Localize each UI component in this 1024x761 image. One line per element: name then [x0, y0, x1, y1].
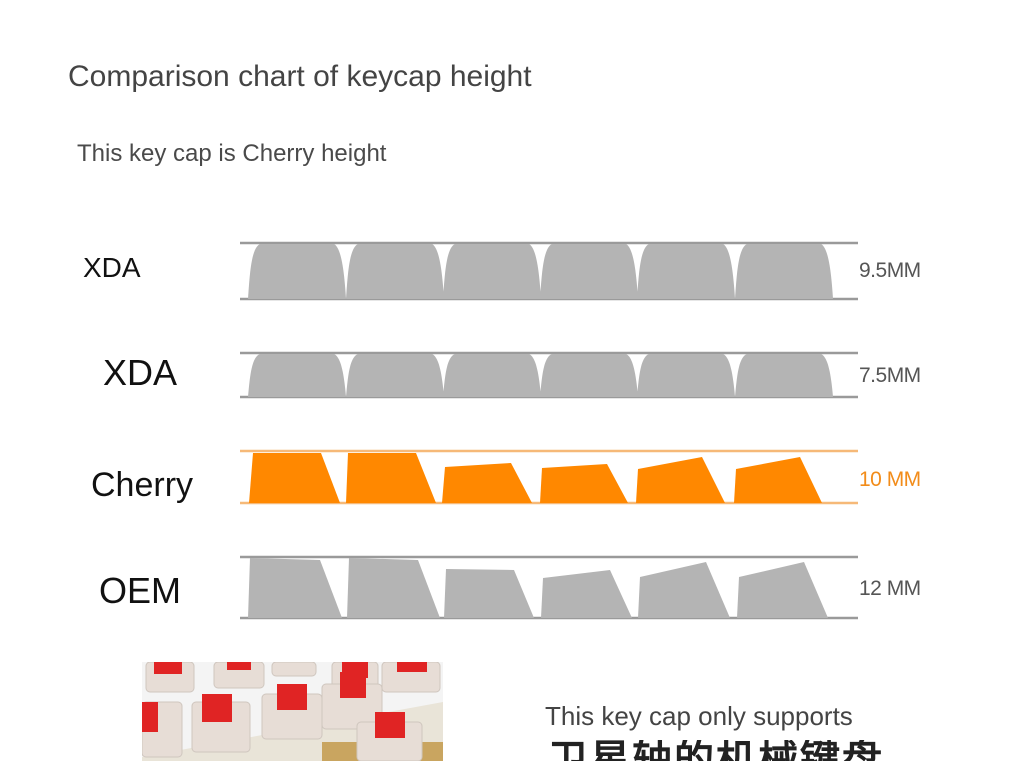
support-text: This key cap only supports: [545, 701, 853, 731]
row-label-cherry: Cherry: [91, 466, 194, 504]
row-label-oem: OEM: [99, 570, 182, 611]
oem-keycap-row-icon: [240, 555, 858, 620]
row-value-xda-2: 7.5MM: [859, 364, 921, 387]
keyboard-switches-image-icon: [142, 662, 443, 761]
row-label-xda-1: XDA: [83, 252, 141, 283]
red-switch-keyboard-photo: [142, 662, 443, 761]
support-text-cn: 卫星轴的机械键盘: [548, 740, 888, 761]
row-value-oem: 12 MM: [859, 577, 921, 600]
xda-keycap-row-icon: [240, 241, 858, 301]
row-value-xda-1: 9.5MM: [859, 259, 921, 282]
support-text-cn-clip: 卫星轴的机械键盘: [548, 740, 888, 761]
page-title: Comparison chart of keycap height: [68, 60, 532, 93]
page-subtitle: This key cap is Cherry height: [77, 140, 387, 167]
row-label-xda-2: XDA: [103, 352, 178, 393]
xda-keycap-row-icon: [240, 351, 858, 399]
row-value-cherry: 10 MM: [859, 468, 921, 491]
cherry-keycap-row-icon: [240, 449, 858, 505]
